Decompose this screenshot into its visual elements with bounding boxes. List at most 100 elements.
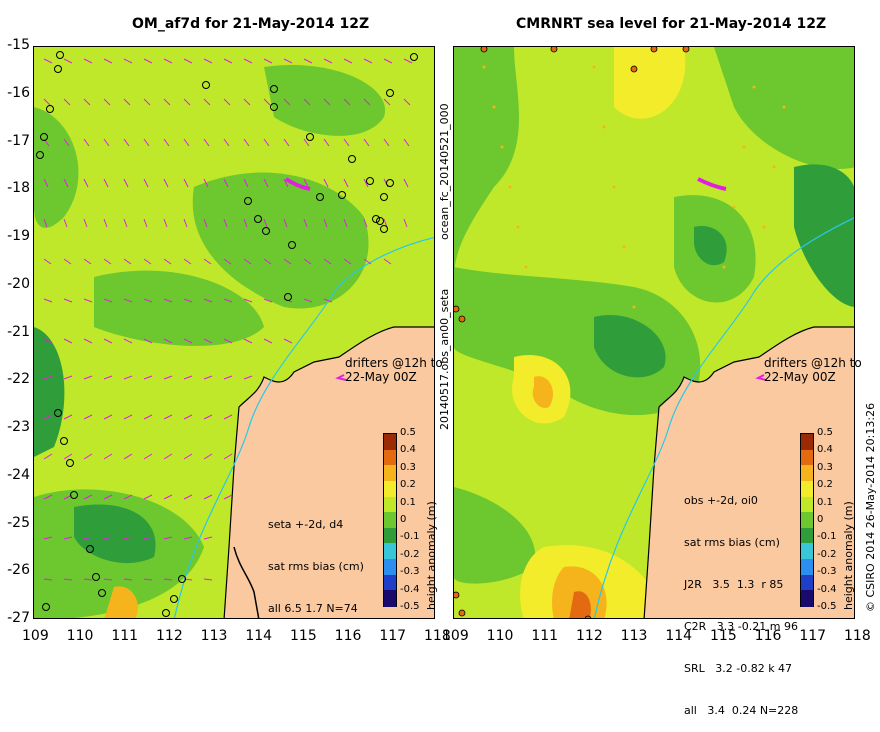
colorbar-tick-label: -0.3 [400,566,420,578]
coast-detail [233,546,260,618]
colorbar-swatch [384,574,396,592]
land-mass [223,326,434,618]
left-colorbar [383,433,397,607]
anomaly-region [34,327,65,457]
colorbar-swatch [384,559,396,576]
anomaly-region [454,487,536,584]
y-tick-label: -20 [7,275,30,292]
colorbar-tick-label: 0 [817,514,824,525]
x-tick-label: 113 [620,628,648,644]
colorbar-tick-label: 0.3 [817,461,833,473]
x-tick-label: 110 [486,628,514,644]
colorbar-tick-label: 0.1 [817,496,833,508]
drifter-legend-mark [755,374,767,381]
x-tick-label: 111 [531,628,559,644]
x-tick-label: 112 [156,628,183,644]
drifter-note-line: drifters @12h to [764,356,862,370]
y-tick-label: -22 [7,371,30,388]
isobath-line [593,217,854,618]
anomaly-region [34,107,79,228]
right-colorbar [800,433,814,607]
credit-label: © CSIRO 2014 26-May-2014 20:13:26 [864,402,877,612]
colorbar-swatch [801,574,813,592]
right-stats: obs +-2d, oi0 sat rms bias (cm) J2R 3.5 … [684,466,798,732]
colorbar-tick-label: 0.3 [400,461,416,473]
observation-markers [36,51,418,617]
colorbar-tick-label: 0.2 [817,479,833,491]
colorbar-swatch [384,512,396,529]
colorbar-tick-label: -0.5 [400,601,420,612]
colorbar-tick-label: 0 [400,514,407,525]
left-drifter-note: drifters @12h to 22-May 00Z [345,356,443,384]
colorbar-tick-label: 0.4 [817,444,833,456]
y-tick-label: -21 [7,323,30,340]
colorbar-tick-label: 0.1 [400,496,416,508]
colorbar-tick-label: 0.5 [817,427,833,438]
x-tick-label: 118 [424,628,451,644]
colorbar-swatch [801,527,813,545]
x-tick-label: 117 [379,628,407,644]
drifter-track [697,177,727,191]
anomaly-region [594,315,666,378]
colorbar-swatch [384,480,396,498]
colorbar-swatch [801,449,813,467]
colorbar-swatch [801,590,813,607]
colorbar-swatch [801,465,813,482]
colorbar-swatch [384,434,396,451]
x-tick-label: 118 [844,628,871,644]
colorbar-swatch [801,543,813,560]
anomaly-region [569,591,591,618]
drifter-note-line: 22-May 00Z [345,370,417,384]
anomaly-region [192,172,369,309]
colorbar-tick-label: 0.4 [400,444,416,456]
x-tick-label: 114 [665,628,693,644]
stats-line: seta +-2d, d4 [268,518,344,531]
anomaly-region [614,47,686,119]
anomaly-region [104,586,138,618]
x-tick-label: 115 [290,628,317,644]
colorbar-swatch [384,527,396,545]
colorbar-swatch [801,512,813,529]
y-tick-label: -18 [7,180,30,197]
anomaly-region [264,65,386,136]
drifter-note-line: 22-May 00Z [764,370,836,384]
colorbar-tick-label: -0.5 [817,601,837,612]
y-tick-label: -16 [7,84,30,101]
y-tick-label: -25 [7,514,30,531]
stats-line: sat rms bias (cm) [684,536,780,549]
x-tick-label: 115 [710,628,737,644]
anomaly-region [532,376,554,408]
colorbar-tick-label: -0.2 [400,548,420,560]
colorbar-tick-label: -0.2 [817,548,837,560]
colorbar-swatch [801,434,813,451]
x-tick-label: 111 [111,628,139,644]
x-tick-label: 110 [66,628,94,644]
stats-line: all 3.4 0.24 N=228 [684,704,799,717]
right-drifter-note: drifters @12h to 22-May 00Z [764,356,862,384]
anomaly-region [94,270,264,346]
x-tick-label: 116 [754,628,782,644]
stats-line: SRL 3.2 -0.82 k 47 [684,662,793,675]
stats-line: J2R 3.5 1.3 r 85 [684,578,784,591]
right-colorbar-label: height anomaly (m) [842,501,855,610]
colorbar-swatch [384,496,396,514]
anomaly-region [694,226,727,266]
y-tick-label: -19 [7,228,30,244]
left-map [33,46,435,619]
drifter-legend-mark [335,374,347,381]
x-tick-label: 109 [442,628,469,644]
colorbar-tick-label: -0.3 [817,566,837,578]
drifter-note-line: drifters @12h to [345,356,443,370]
colorbar-swatch [384,590,396,607]
y-tick-label: -17 [7,132,30,149]
colorbar-swatch [801,496,813,514]
x-tick-label: 116 [334,628,362,644]
colorbar-swatch [384,543,396,560]
track-dots [482,65,786,309]
stats-line: C2R 3.3 -0.21 m 96 [684,620,798,633]
colorbar-tick-label: -0.1 [400,531,420,543]
anomaly-region [74,504,156,564]
x-tick-label: 112 [576,628,603,644]
colorbar-tick-label: -0.4 [817,583,837,595]
left-stats: seta +-2d, d4 sat rms bias (cm) all 6.5 … [268,490,364,630]
